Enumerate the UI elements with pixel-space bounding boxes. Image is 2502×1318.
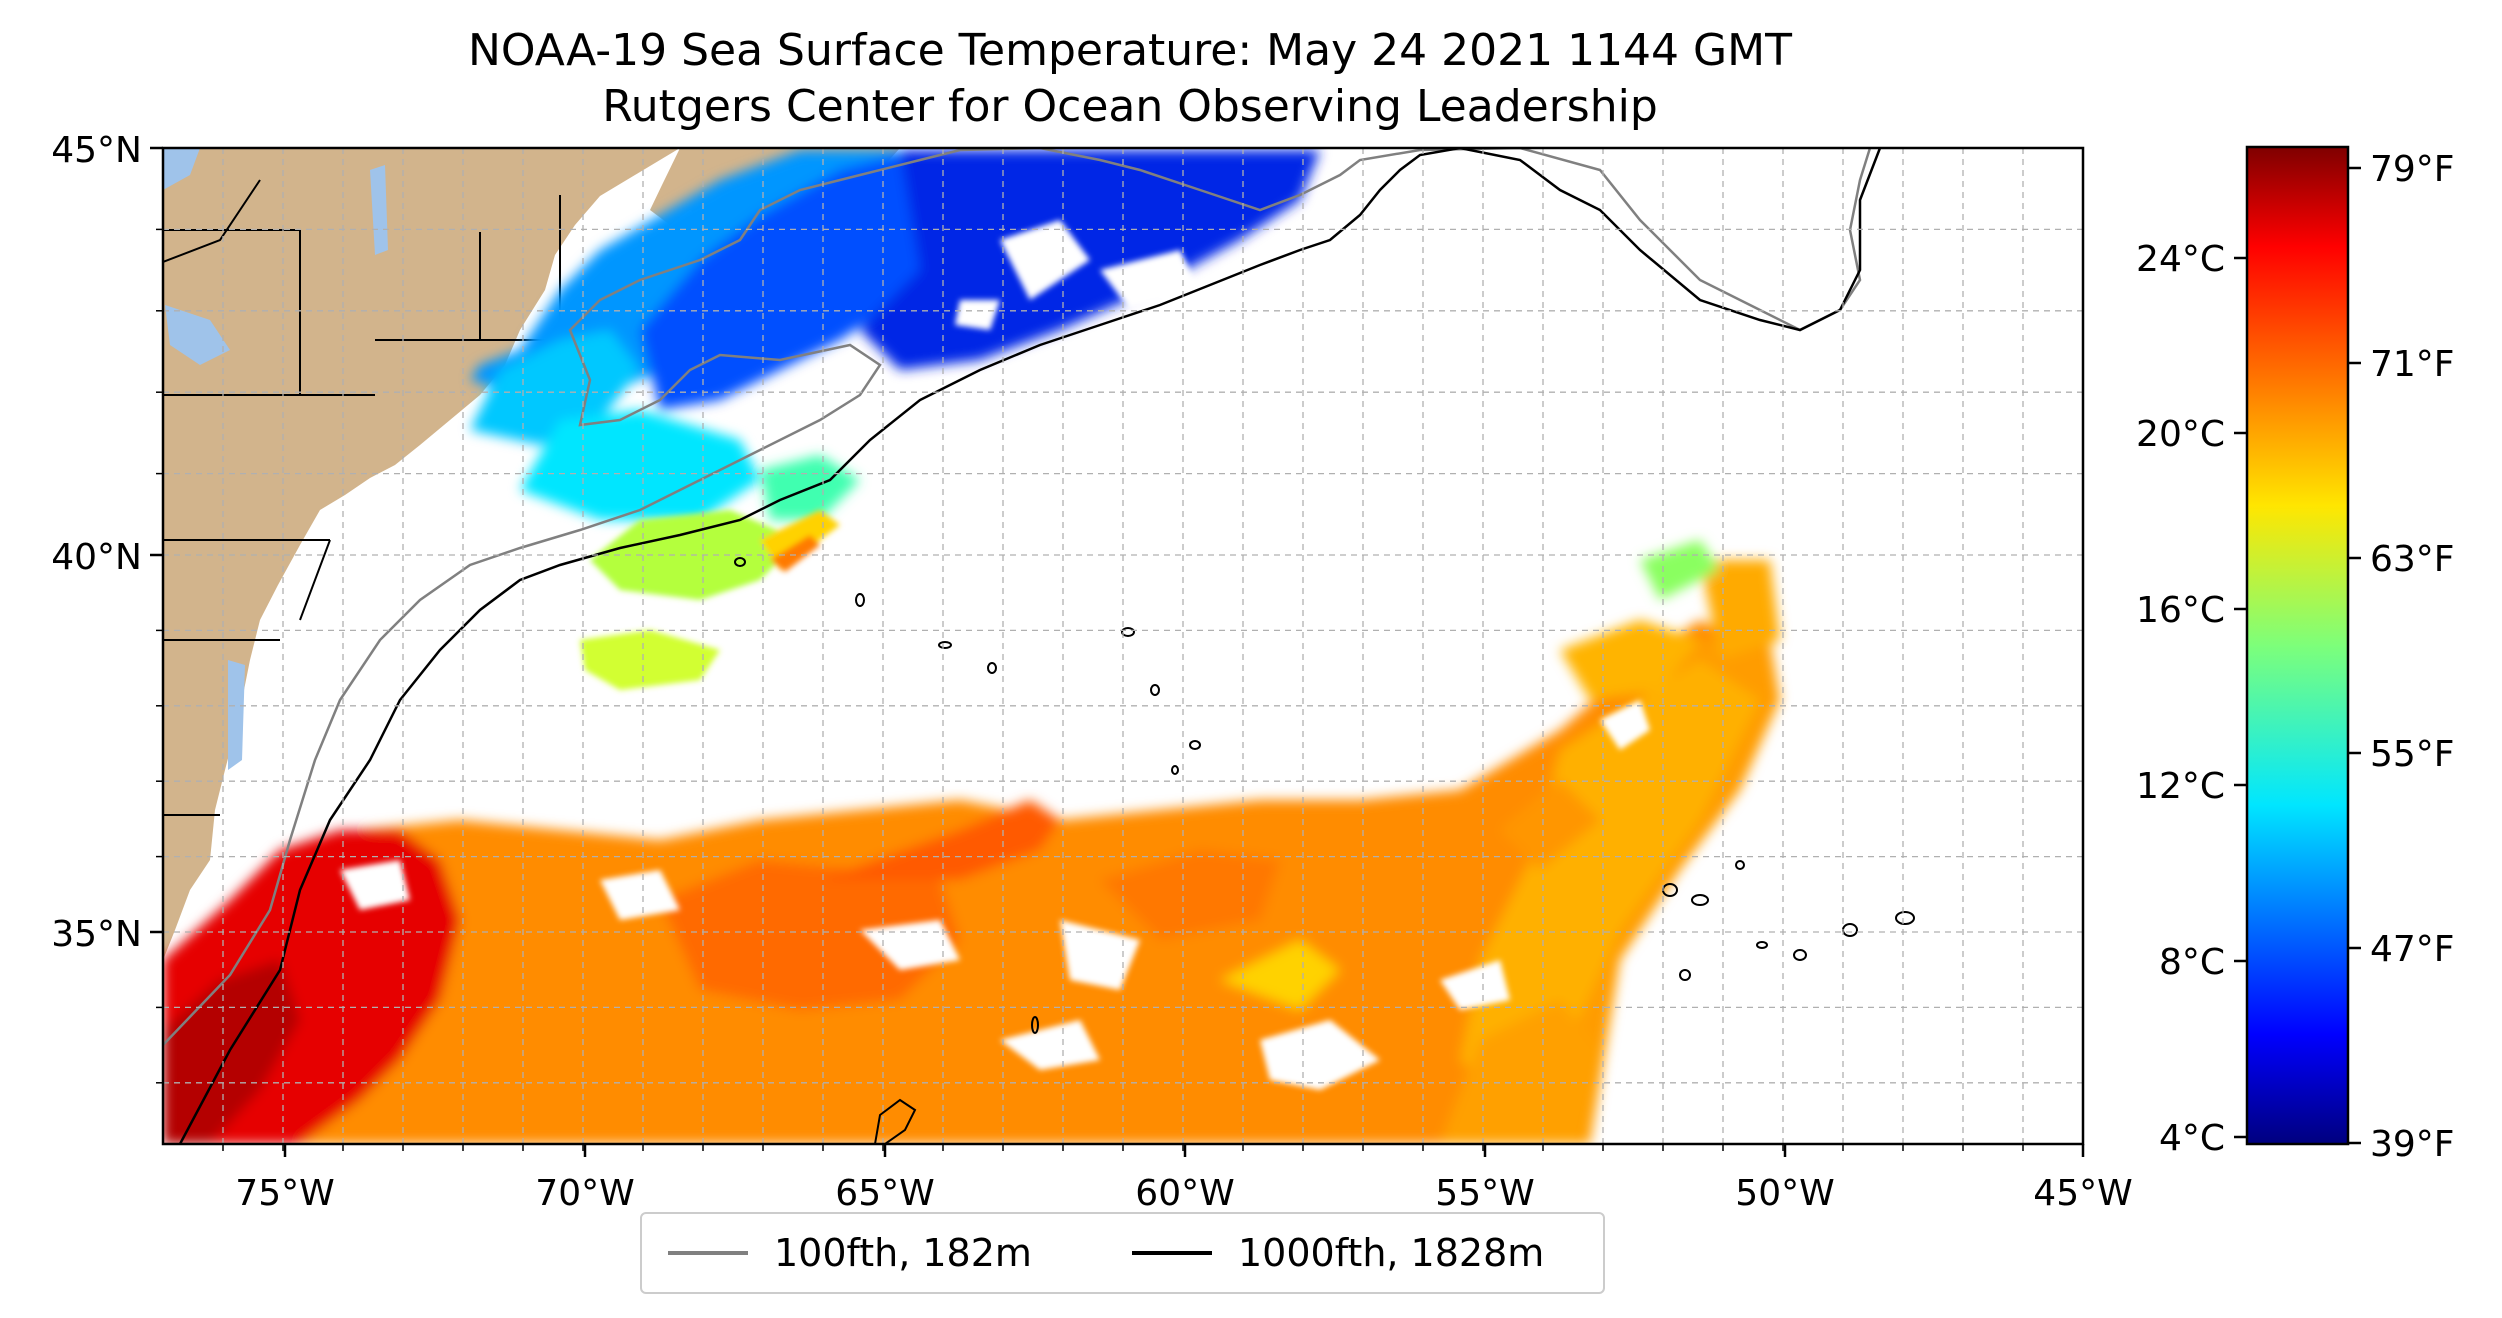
colorbar-celsius-ticks: 24°C 20°C 16°C 12°C 8°C 4°C [2136,239,2247,1159]
cbar-c-24: 24°C [2136,239,2225,280]
legend-entry-100fth: 100fth, 182m [668,1214,1032,1292]
legend-swatch-black [1132,1251,1212,1255]
lake [163,148,200,190]
cbar-f-55: 55°F [2370,734,2455,775]
bay [228,660,245,770]
lon-label-60: 60°W [1135,1173,1234,1214]
contour-1000fth [178,148,1882,1144]
cloud-gaps-south [340,700,1650,1090]
land-mass [163,148,680,960]
cbar-f-79: 79°F [2370,149,2455,190]
cbar-c-12: 12°C [2136,766,2225,807]
lake [165,305,230,365]
sst-warm-region [163,540,1780,1144]
lon-label-55: 55°W [1435,1173,1534,1214]
lon-label-65: 65°W [835,1173,934,1214]
lat-label-40: 40°N [51,537,142,578]
cbar-f-39: 39°F [2370,1124,2455,1165]
map-title: NOAA-19 Sea Surface Temperature: May 24 … [468,25,1792,76]
lon-label-70: 70°W [535,1173,634,1214]
legend-swatch-gray [668,1251,748,1255]
lon-label-75: 75°W [235,1173,334,1214]
cbar-f-63: 63°F [2370,539,2455,580]
lon-label-45: 45°W [2033,1173,2132,1214]
legend-entry-1000fth: 1000fth, 1828m [1132,1214,1544,1292]
lat-ticks: 45°N 40°N 35°N [51,130,163,955]
legend-label-100fth: 100fth, 182m [774,1231,1032,1275]
map-subtitle: Rutgers Center for Ocean Observing Leade… [602,81,1658,132]
cbar-c-20: 20°C [2136,414,2225,455]
lake [370,165,388,255]
lon-ticks: 75°W 70°W 65°W 60°W 55°W 50°W 45°W [235,1144,2133,1214]
contour-legend: 100fth, 182m 1000fth, 1828m [640,1212,1605,1294]
lat-label-45: 45°N [51,130,142,171]
gridlines [163,148,2083,1144]
lon-label-50: 50°W [1735,1173,1834,1214]
contour-100fth [163,148,1872,1046]
cbar-c-4: 4°C [2159,1118,2225,1159]
cloud-gaps [955,220,1200,330]
colorbar-fahrenheit-ticks: 79°F 71°F 63°F 55°F 47°F 39°F [2348,149,2455,1165]
cbar-c-16: 16°C [2136,590,2225,631]
lat-label-35: 35°N [51,914,142,955]
cbar-f-47: 47°F [2370,929,2455,970]
cbar-c-8: 8°C [2159,942,2225,983]
legend-label-1000fth: 1000fth, 1828m [1238,1231,1545,1275]
cbar-f-71: 71°F [2370,344,2455,385]
map-frame [161,146,2085,1146]
colorbar [2245,145,2350,1146]
